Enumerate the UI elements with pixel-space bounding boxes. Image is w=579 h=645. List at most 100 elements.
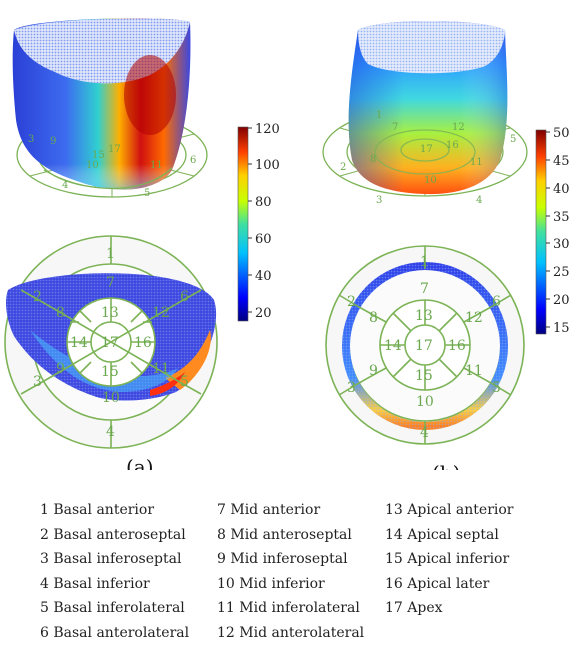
- panel-label-a: (a): [126, 455, 154, 470]
- top-num-a-3: 3: [28, 134, 34, 145]
- colorbar-b-tick-20: 20: [553, 293, 570, 308]
- legend-item: 4 Basal inferior: [40, 572, 189, 597]
- bullseye-a-seg-10: 10: [102, 390, 120, 406]
- top-num-b-8: 8: [370, 154, 376, 165]
- top-num-b-11: 11: [470, 157, 483, 168]
- bullseye-a-seg-6: 6: [180, 289, 189, 305]
- bullseye-b-seg-9: 9: [369, 363, 378, 379]
- bullseye-b-seg-6: 6: [492, 294, 501, 310]
- bullseye-b-seg-4: 4: [420, 425, 429, 441]
- top-num-b-10: 10: [424, 175, 437, 186]
- bullseye-a-seg-15: 15: [101, 364, 119, 380]
- legend-item: 10 Mid inferior: [217, 572, 364, 597]
- legend-item: 11 Mid inferolateral: [217, 596, 364, 621]
- colorbar-b: 50 45 40 35 30 25 20 15: [536, 126, 570, 336]
- top-num-a-4: 4: [62, 180, 68, 191]
- colorbar-a-tick-20: 20: [255, 306, 272, 321]
- legend-item: 2 Basal anteroseptal: [40, 523, 189, 548]
- panel-a-3d-view: 3 4 5 6 9 10 11 15 17: [13, 18, 207, 199]
- bullseye-a-seg-1: 1: [106, 246, 115, 262]
- top-num-b-5: 5: [510, 134, 516, 145]
- panel-label-b: (b): [432, 461, 460, 470]
- bullseye-b-seg-7: 7: [420, 281, 429, 297]
- legend-item: 5 Basal inferolateral: [40, 596, 189, 621]
- legend-item: 12 Mid anterolateral: [217, 621, 364, 645]
- top-num-b-17: 17: [420, 144, 433, 155]
- figure: 3 4 5 6 9 10 11 15 17 120 100 80 60: [0, 0, 579, 470]
- bullseye-b-seg-16: 16: [448, 338, 466, 354]
- top-num-a-17: 17: [108, 144, 121, 155]
- bullseye-a-seg-11: 11: [152, 361, 170, 377]
- colorbar-a-tick-80: 80: [255, 195, 272, 210]
- legend-item: 15 Apical inferior: [385, 547, 514, 572]
- top-num-b-12: 12: [452, 122, 465, 133]
- colorbar-a-tick-40: 40: [255, 269, 272, 284]
- top-num-b-4: 4: [476, 195, 482, 206]
- legend-column-2: 7 Mid anterior 8 Mid anteroseptal 9 Mid …: [217, 498, 364, 645]
- bullseye-b: 1 2 3 4 5 6 7 8 9 10 11 12 13 14 15 16 1…: [326, 246, 524, 444]
- colorbar-a-tick-100: 100: [255, 158, 280, 173]
- bullseye-b-seg-15: 15: [415, 368, 433, 384]
- colorbar-b-tick-50: 50: [553, 126, 570, 141]
- bullseye-b-seg-2: 2: [347, 294, 356, 310]
- colorbar-a-tick-60: 60: [255, 232, 272, 247]
- colorbar-a: 120 100 80 60 40 20: [238, 122, 280, 321]
- bullseye-a-seg-13: 13: [101, 305, 119, 321]
- bullseye-a-seg-7: 7: [106, 275, 115, 291]
- bullseye-b-seg-11: 11: [465, 363, 483, 379]
- top-num-b-16: 16: [446, 140, 459, 151]
- top-num-a-15: 15: [92, 150, 105, 161]
- bullseye-b-seg-12: 12: [465, 310, 483, 326]
- colorbar-b-tick-25: 25: [553, 265, 570, 280]
- colorbar-a-ticks: [248, 128, 252, 312]
- top-num-a-11: 11: [150, 160, 163, 171]
- bullseye-a-seg-2: 2: [33, 289, 42, 305]
- bullseye-a-seg-3: 3: [33, 374, 42, 390]
- bullseye-a-seg-8: 8: [56, 305, 65, 321]
- segment-legend: 1 Basal anterior 2 Basal anteroseptal 3 …: [40, 498, 570, 642]
- top-num-a-9: 9: [50, 136, 56, 147]
- colorbar-b-tick-40: 40: [553, 182, 570, 197]
- bullseye-a-seg-12: 12: [152, 305, 170, 321]
- bullseye-b-seg-14: 14: [384, 338, 402, 354]
- panel-a: 3 4 5 6 9 10 11 15 17 120 100 80 60: [5, 18, 280, 470]
- top-num-b-1: 1: [376, 110, 382, 121]
- legend-column-1: 1 Basal anterior 2 Basal anteroseptal 3 …: [40, 498, 189, 645]
- colorbar-b-tick-35: 35: [553, 210, 570, 225]
- legend-item: 6 Basal anterolateral: [40, 621, 189, 645]
- bullseye-b-seg-17: 17: [415, 338, 433, 354]
- colorbar-b-tick-15: 15: [553, 321, 570, 336]
- legend-item: 9 Mid inferoseptal: [217, 547, 364, 572]
- bullseye-a-seg-14: 14: [70, 335, 88, 351]
- bullseye-a-seg-16: 16: [134, 335, 152, 351]
- colorbar-b-tick-45: 45: [553, 154, 570, 169]
- legend-item: 16 Apical later: [385, 572, 514, 597]
- bullseye-a-seg-17: 17: [101, 335, 119, 351]
- bullseye-b-seg-1: 1: [420, 254, 429, 270]
- bullseye-a: 1 2 3 4 5 6 7 8 9 10 11 12 13 14 15 16 1…: [5, 236, 217, 448]
- top-num-a-5: 5: [144, 188, 150, 199]
- colorbar-b-ticks: [546, 132, 550, 327]
- legend-item: 17 Apex: [385, 596, 514, 621]
- top-num-a-6: 6: [190, 155, 196, 166]
- legend-item: 13 Apical anterior: [385, 498, 514, 523]
- legend-item: 3 Basal inferoseptal: [40, 547, 189, 572]
- legend-item: 7 Mid anterior: [217, 498, 364, 523]
- top-num-b-2: 2: [340, 162, 346, 173]
- legend-item: 14 Apical septal: [385, 523, 514, 548]
- bullseye-b-seg-3: 3: [347, 380, 356, 396]
- colorbar-a-tick-120: 120: [255, 122, 280, 137]
- panel-b-3d-view: 1 2 3 4 5 7 8 10 11 12 16 17: [323, 21, 527, 206]
- legend-column-3: 13 Apical anterior 14 Apical septal 15 A…: [385, 498, 514, 621]
- bullseye-b-seg-10: 10: [416, 394, 434, 410]
- colorbar-b-tick-30: 30: [553, 237, 570, 252]
- legend-item: 8 Mid anteroseptal: [217, 523, 364, 548]
- top-num-b-3: 3: [376, 195, 382, 206]
- legend-item: 1 Basal anterior: [40, 498, 189, 523]
- panel-b: 1 2 3 4 5 7 8 10 11 12 16 17: [323, 21, 570, 470]
- bullseye-a-seg-9: 9: [56, 361, 65, 377]
- top-num-b-7: 7: [392, 122, 398, 133]
- top-num-a-10: 10: [86, 160, 99, 171]
- bullseye-b-seg-5: 5: [492, 380, 501, 396]
- bullseye-a-seg-5: 5: [180, 374, 189, 390]
